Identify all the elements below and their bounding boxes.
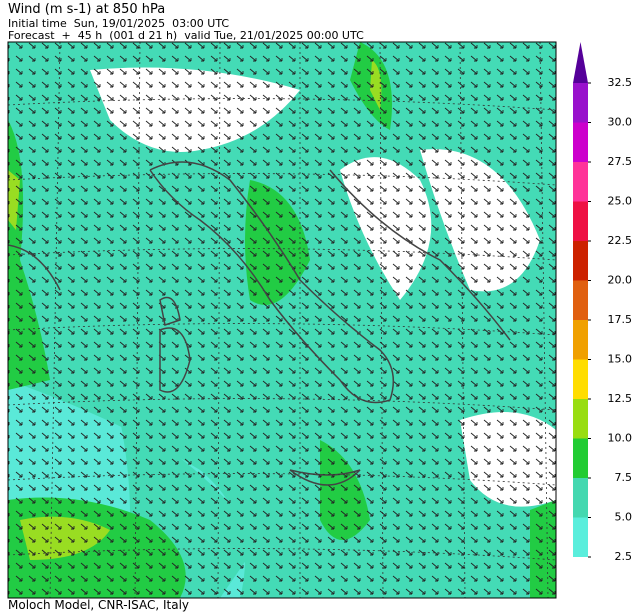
colorbar-label: 30.0 bbox=[608, 116, 633, 129]
colorbar-label: 20.0 bbox=[608, 274, 633, 287]
colorbar-label: 25.0 bbox=[608, 195, 633, 208]
colorbar-bin bbox=[573, 162, 588, 202]
colorbar-bin bbox=[573, 438, 588, 478]
colorbar-label: 7.5 bbox=[615, 471, 633, 484]
colorbar-label: 5.0 bbox=[615, 511, 633, 524]
colorbar-bin bbox=[573, 359, 588, 399]
colorbar-label: 10.0 bbox=[608, 432, 633, 445]
colorbar-bin bbox=[573, 122, 588, 162]
colorbar-bin bbox=[573, 517, 588, 557]
colorbar-bin bbox=[573, 241, 588, 281]
map-frame bbox=[7, 41, 557, 599]
wind-field bbox=[8, 42, 556, 598]
initial-time: Initial time Sun, 19/01/2025 03:00 UTC bbox=[8, 17, 230, 30]
colorbar-label: 12.5 bbox=[608, 392, 633, 405]
colorbar-bin bbox=[573, 399, 588, 439]
colorbar-label: 32.5 bbox=[608, 76, 633, 89]
footer: Moloch Model, CNR-ISAC, Italy bbox=[8, 598, 190, 612]
colorbar-extend bbox=[573, 42, 588, 83]
colorbar-bin bbox=[573, 83, 588, 123]
colorbar-label: 27.5 bbox=[608, 155, 633, 168]
colorbar-bin bbox=[573, 280, 588, 320]
colorbar-bin bbox=[573, 320, 588, 360]
colorbar-label: 2.5 bbox=[615, 550, 633, 563]
colorbar-label: 17.5 bbox=[608, 313, 633, 326]
colorbar-label: 22.5 bbox=[608, 234, 633, 247]
forecast-time: Forecast + 45 h (001 d 21 h) valid Tue, … bbox=[8, 29, 364, 42]
colorbar-bin bbox=[573, 201, 588, 241]
colorbar-bin bbox=[573, 478, 588, 518]
colorbar-label: 15.0 bbox=[608, 353, 633, 366]
map-title: Wind (m s-1) at 850 hPa bbox=[8, 2, 166, 17]
